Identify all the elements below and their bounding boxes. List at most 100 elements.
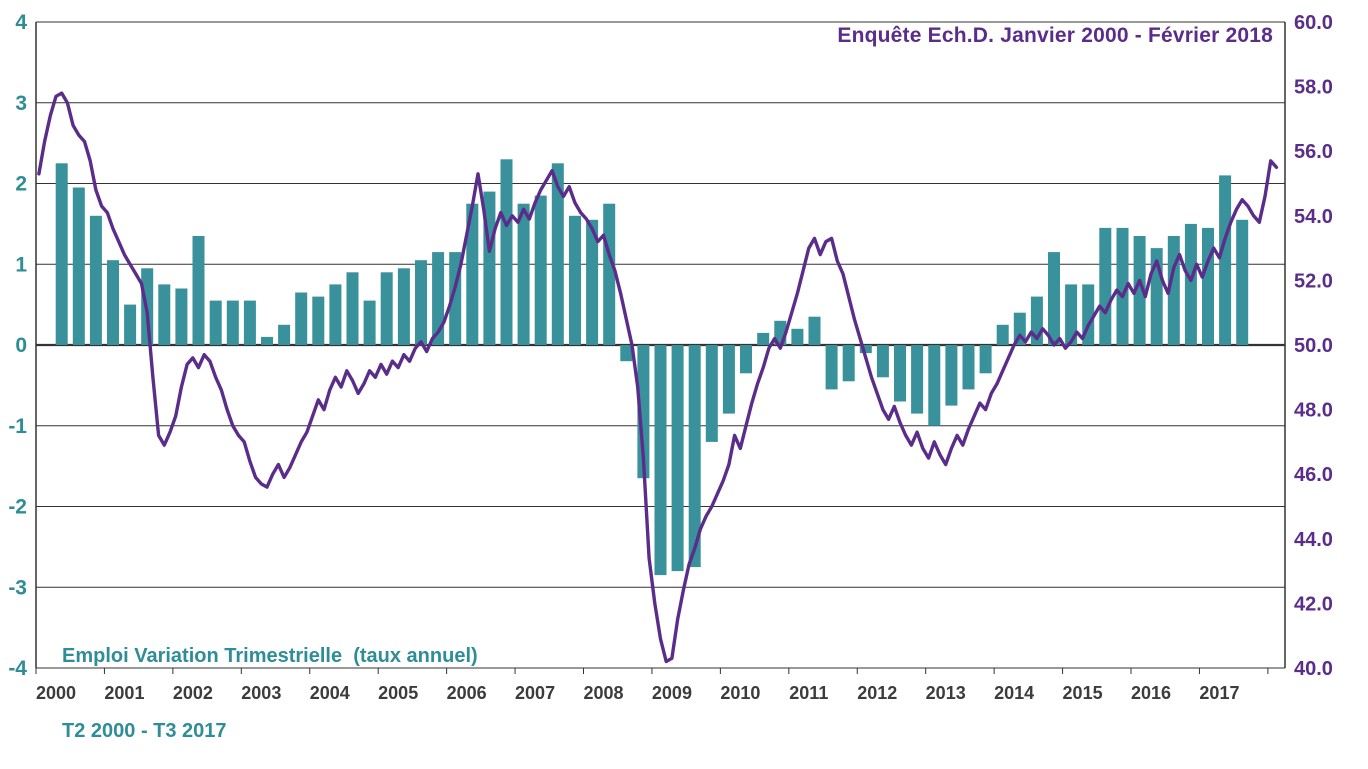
survey-line [37,91,1279,664]
combo-chart: 4 3 2 1 0 -1 -2 -3 -4 60.0 58.0 56.0 54.0 52.0 50.0 48.… [8,11,1333,703]
employment-bar [962,345,975,390]
employment-bar [757,332,770,345]
employment-bar [226,300,239,345]
x-axis-year-label: 2007 [515,683,555,703]
line-series-annotation: Enquête Ech.D. Janvier 2000 - Février 20… [837,24,1273,47]
employment-bar [842,345,855,382]
right-axis-tick-label: 60.0 [1294,12,1333,34]
left-axis-tick-label: 1 [15,253,27,276]
employment-bar [500,159,513,345]
left-axis-tick-label: 4 [15,11,27,34]
employment-bar [569,215,581,345]
employment-bar [825,345,838,390]
employment-bar [1099,227,1112,345]
x-axis-year-label: 2004 [310,683,350,703]
employment-bar [671,345,684,572]
right-axis-tick-label: 44.0 [1294,529,1333,551]
x-axis-year-label: 2015 [1063,683,1103,703]
right-axis-tick-label: 50.0 [1294,335,1333,357]
right-axis-tick-label: 46.0 [1294,464,1333,486]
employment-bar [72,187,85,345]
employment-bar [397,268,410,345]
employment-bar [363,300,376,345]
employment-bar [1202,227,1214,345]
employment-bar [415,260,427,345]
left-axis-tick-label: -3 [8,576,27,599]
employment-bar [808,316,821,345]
left-axis-tick-label: -1 [8,415,27,438]
right-axis-tick-label: 58.0 [1294,77,1333,99]
x-axis-year-label: 2003 [241,683,281,703]
left-axis-tick-label: -2 [8,496,27,519]
x-axis-year-label: 2016 [1131,683,1171,703]
employment-bar [517,203,530,345]
employment-bar [586,219,599,345]
employment-bar [876,345,889,378]
employment-bar [312,296,325,345]
employment-bar [1065,284,1078,345]
x-axis-year-label: 2009 [652,683,692,703]
x-axis-year-label: 2005 [378,683,418,703]
employment-bar [432,252,445,345]
employment-bar [295,292,308,345]
x-axis-year-label: 2010 [720,683,760,703]
employment-bar [1236,219,1249,345]
employment-bar [945,345,958,406]
employment-bar [620,345,633,362]
x-axis-year-label: 2002 [173,683,213,703]
x-axis-year-label: 2008 [583,683,623,703]
employment-bar [175,288,188,345]
employment-bar [329,284,342,345]
employment-bar [705,345,718,442]
x-axis-year-label: 2013 [926,683,966,703]
left-axis-tick-label: 2 [15,173,27,196]
employment-bar [979,345,992,374]
employment-bar [380,272,393,345]
employment-bar [89,215,102,345]
x-axis-year-label: 2000 [36,683,76,703]
employment-bar [158,284,171,345]
employment-bar [1219,175,1232,345]
employment-bar [55,163,68,345]
right-axis-tick-label: 54.0 [1294,206,1333,228]
bar-series-annotation-line2: T2 2000 - T3 2017 [62,720,227,742]
employment-bar [894,345,906,402]
x-axis-year-label: 2011 [789,683,828,703]
x-axis-year-label: 2012 [857,683,897,703]
right-axis-tick-label: 52.0 [1294,270,1333,292]
employment-bar [1048,252,1060,345]
left-axis-tick-label: 0 [15,334,27,357]
employment-bar [654,345,667,576]
employment-bar [124,304,137,345]
bar-series-annotation-line1: Emploi Variation Trimestrielle (taux ann… [62,645,478,667]
employment-bar [243,300,256,345]
employment-bar [603,203,616,345]
employment-bar [996,324,1009,345]
employment-bar [534,195,547,345]
employment-bar [911,345,924,414]
employment-bar [466,203,479,345]
employment-bar [722,345,735,414]
employment-bar [346,272,359,345]
right-axis-tick-label: 56.0 [1294,141,1333,163]
employment-bar [1184,223,1197,345]
employment-bar [278,324,291,345]
left-axis-tick-label: -4 [8,657,27,680]
employment-bar [688,345,701,568]
employment-bar [107,260,119,345]
employment-bar [791,328,804,345]
employment-bar [261,336,273,345]
employment-bar [928,345,941,426]
x-axis-year-label: 2001 [104,683,144,703]
employment-bar [551,163,564,345]
x-axis-year-label: 2006 [447,683,487,703]
employment-bar [859,345,872,354]
x-axis-year-label: 2014 [994,683,1034,703]
employment-bar [1116,227,1129,345]
employment-bar [209,300,222,345]
bar-series-annotation: Emploi Variation Trimestrielle (taux ann… [62,594,478,769]
right-axis-tick-label: 42.0 [1294,593,1333,615]
employment-bar [637,345,650,479]
right-axis-tick-label: 40.0 [1294,658,1333,680]
employment-bar [1133,236,1146,345]
